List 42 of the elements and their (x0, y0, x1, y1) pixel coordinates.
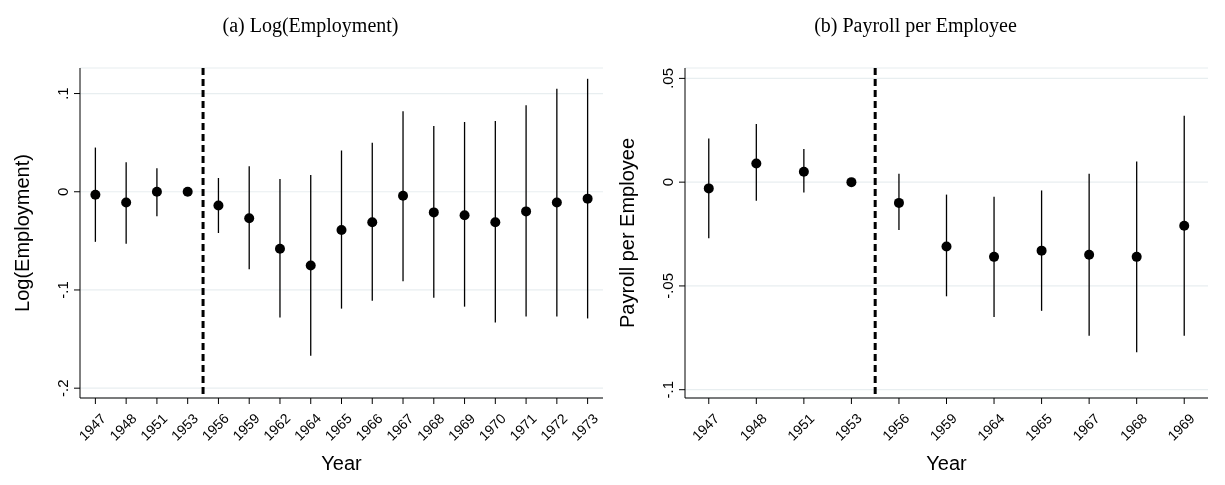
point (428, 207, 439, 218)
point (846, 177, 857, 188)
chart-title: (b) Payroll per Employee (813, 13, 1018, 39)
point (459, 210, 470, 221)
x-axis-title: Year (321, 452, 363, 474)
point (121, 197, 132, 208)
y-tick-label: -.05 (659, 272, 676, 299)
point (551, 197, 562, 208)
y-tick-label: .1 (54, 87, 71, 100)
point (1036, 245, 1047, 256)
point (1084, 249, 1095, 260)
point (336, 225, 347, 236)
chart-title: (a) Log(Employment) (221, 13, 400, 39)
point (582, 193, 593, 204)
y-tick-label: 0 (54, 187, 71, 196)
point (305, 260, 316, 271)
y-tick-label: .05 (659, 67, 676, 89)
point (490, 217, 501, 228)
point (1179, 220, 1190, 231)
point (751, 158, 762, 169)
point (798, 166, 809, 177)
point (989, 251, 1000, 262)
y-tick-label: -.2 (54, 379, 71, 397)
x-axis-title: Year (926, 452, 968, 474)
point (398, 190, 409, 201)
y-axis-title: Payroll per Employee (616, 137, 639, 329)
point (182, 186, 193, 197)
y-tick-label: -.1 (659, 380, 676, 399)
point (941, 241, 952, 252)
point (367, 217, 378, 228)
point (521, 206, 532, 217)
point (703, 183, 714, 194)
point (213, 200, 224, 211)
point (893, 197, 904, 208)
y-tick-label: -.1 (54, 281, 71, 299)
point (1131, 251, 1142, 262)
y-tick-label: 0 (659, 177, 676, 187)
point (90, 189, 101, 200)
point (274, 243, 285, 254)
point (151, 186, 162, 197)
y-axis-title: Log(Employment) (11, 154, 34, 312)
point (244, 213, 255, 224)
